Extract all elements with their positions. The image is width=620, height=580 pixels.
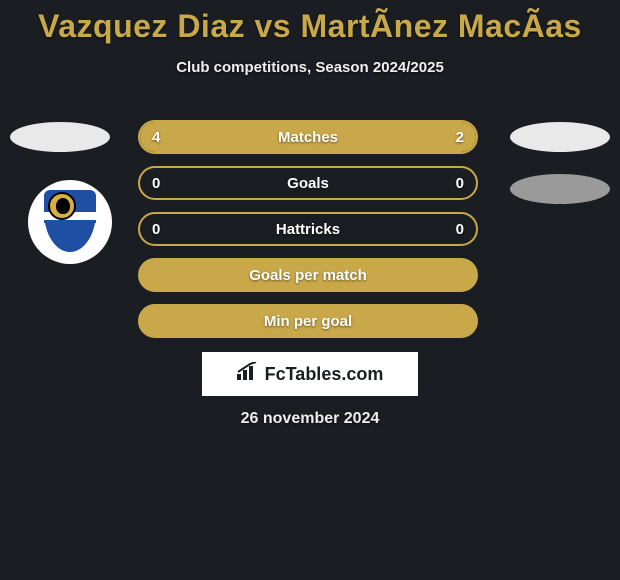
stat-row-matches: 4 Matches 2 — [138, 120, 478, 154]
player-right-club-placeholder — [510, 174, 610, 204]
stat-label: Goals — [140, 175, 476, 192]
stats-container: 4 Matches 2 0 Goals 0 0 Hattricks 0 Goal… — [138, 120, 478, 350]
player-right-avatar-placeholder — [510, 122, 610, 152]
player-left-avatar-placeholder — [10, 122, 110, 152]
stat-row-goals-per-match: Goals per match — [138, 258, 478, 292]
stat-label: Hattricks — [140, 221, 476, 238]
subtitle: Club competitions, Season 2024/2025 — [0, 59, 620, 76]
page-title: Vazquez Diaz vs MartÃ­nez MacÃ­as — [0, 0, 620, 45]
date-text: 26 november 2024 — [0, 410, 620, 428]
bar-chart-icon — [237, 362, 259, 387]
watermark-text: FcTables.com — [265, 364, 384, 385]
stat-row-hattricks: 0 Hattricks 0 — [138, 212, 478, 246]
stat-label: Goals per match — [140, 267, 476, 284]
player-left-club-badge — [28, 180, 112, 264]
stat-row-min-per-goal: Min per goal — [138, 304, 478, 338]
stat-row-goals: 0 Goals 0 — [138, 166, 478, 200]
stat-label: Min per goal — [140, 313, 476, 330]
watermark-box: FcTables.com — [202, 352, 418, 396]
stat-label: Matches — [140, 129, 476, 146]
